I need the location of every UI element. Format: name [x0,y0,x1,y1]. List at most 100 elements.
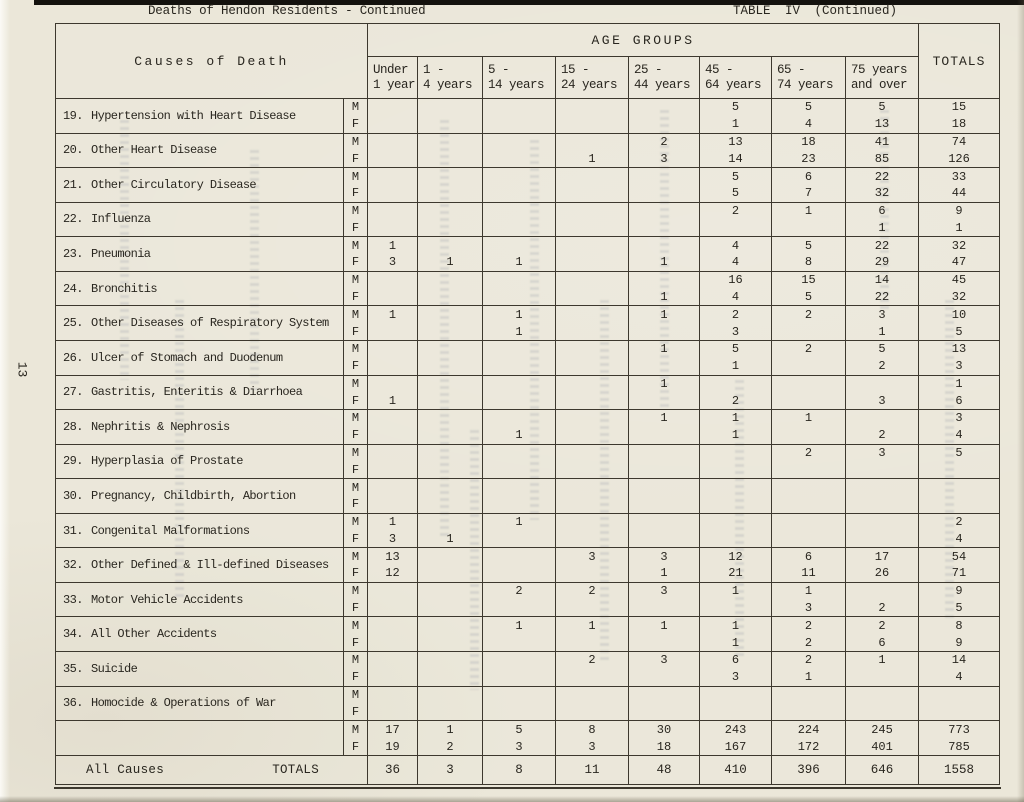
value-cell-line [418,376,482,393]
value-cell-line [483,461,555,478]
value-cell-line: 3 [588,549,596,564]
row-total-cell-line: 4 [955,531,963,546]
value-cell-line [846,461,918,478]
value-cell-line: 5 [878,342,886,357]
value-cell: 1 [368,306,418,340]
value-cell-line [700,219,771,236]
value-cell-line: 1 [731,618,740,633]
totals-header: TOTALS [932,53,986,69]
cause-cell: 27. Gastritis, Enteritis & Diarrhoea [56,375,344,410]
value-cell-line [418,219,482,236]
value-cell-line [772,427,845,444]
value-cell-line: 5 [804,100,813,115]
value-cell-line [629,185,699,202]
value-cell-line [556,185,628,202]
age-column-header-text: Under [373,62,409,77]
value-cell [483,133,556,168]
value-cell-line [368,134,417,151]
row-total-cell-line: 1 [955,220,963,235]
value-cell-line: 1 [446,531,454,546]
value-cell-line [556,99,628,116]
row-total-cell-line: 74 [951,134,967,149]
table-row: 31. Congenital Malformations M F 1 3 1 1 2 4 [56,513,999,549]
all-causes-value-cell: 396 [772,756,846,784]
cause-cell: 32. Other Defined & Ill-defined Diseases [56,548,344,582]
cause-cell: 35. Suicide [56,652,344,686]
value-cell-line [368,376,417,393]
value-cell-line [556,219,628,236]
value-cell [556,340,629,375]
value-cell-line [772,376,845,393]
age-column-header-text: 1 - [423,62,445,77]
all-causes-value-cell: 410 [700,756,772,784]
value-cell: 3 [556,548,629,582]
grand-value-cell-line: 2 [446,739,454,754]
cause-name: Hyperplasia of Prostate [91,454,243,469]
row-total-cell-line [919,479,999,496]
value-cell-line: 1 [878,220,886,235]
value-cell-line [556,531,628,548]
value-cell-line: 3 [660,584,668,599]
value-cell-line: 3 [388,531,397,546]
value-cell-line [556,634,628,651]
age-column-header-0: Under 1 year [368,57,418,98]
row-total-cell-line: 45 [951,273,967,288]
value-cell-line [418,496,482,513]
cause-cell: 23. Pneumonia [56,237,344,271]
value-cell [368,652,418,686]
table-row: 19. Hypertension with Heart Disease M F 5 1 5 4… [56,99,999,134]
cause-name: Gastritis, Enteritis & Diarrhoea [91,385,303,400]
sex-label-cell-line: F [351,601,360,616]
value-cell [772,479,846,513]
value-cell-line [629,323,699,340]
value-cell-line [772,496,845,513]
age-groups-label: AGE GROUPS [368,24,918,57]
cause-number: 19. [63,108,83,123]
row-total-cell-line: 9 [955,635,963,650]
value-cell-line [418,565,482,582]
value-cell-line: 1 [804,670,813,685]
value-cell-line: 11 [801,566,816,581]
table-row: 35. Suicide M F 2 3 6 3 2 1 1 14 4 [56,652,999,687]
sex-label-cell-line: M [351,618,360,633]
value-cell-line: 2 [804,618,813,633]
value-cell: 1 [483,410,556,444]
row-total-cell-line: 4 [955,670,963,685]
value-cell-line [629,427,699,444]
value-cell-line [556,669,628,686]
cause-cell: 29. Hyperplasia of Prostate [56,444,344,479]
row-total-cell-line: 6 [955,393,963,408]
value-cell-line [556,272,628,289]
value-cell-line [629,445,699,462]
value-cell-line [556,341,628,358]
value-cell [368,410,418,444]
value-cell-line [556,687,628,704]
value-cell-line [418,323,482,340]
value-cell-line [629,203,699,220]
value-cell [700,479,772,513]
value-cell-line [483,634,555,651]
value-cell [556,306,629,340]
value-cell-line [846,496,918,513]
cause-number: 32. [63,558,83,573]
value-cell [418,375,483,410]
value-cell-line [483,687,555,704]
value-cell-line: 12 [385,566,400,581]
cause-name: Other Defined & Ill-defined Diseases [91,558,329,573]
value-cell: 1 [629,306,700,340]
scan-edge-right [1017,0,1024,802]
value-cell: 2 [700,375,772,410]
value-cell-line [556,514,628,531]
row-total-cell: 15 18 [919,99,999,133]
value-cell-line [772,461,845,478]
age-column-header-text: 64 years [705,77,762,92]
value-cell-line [368,634,417,651]
